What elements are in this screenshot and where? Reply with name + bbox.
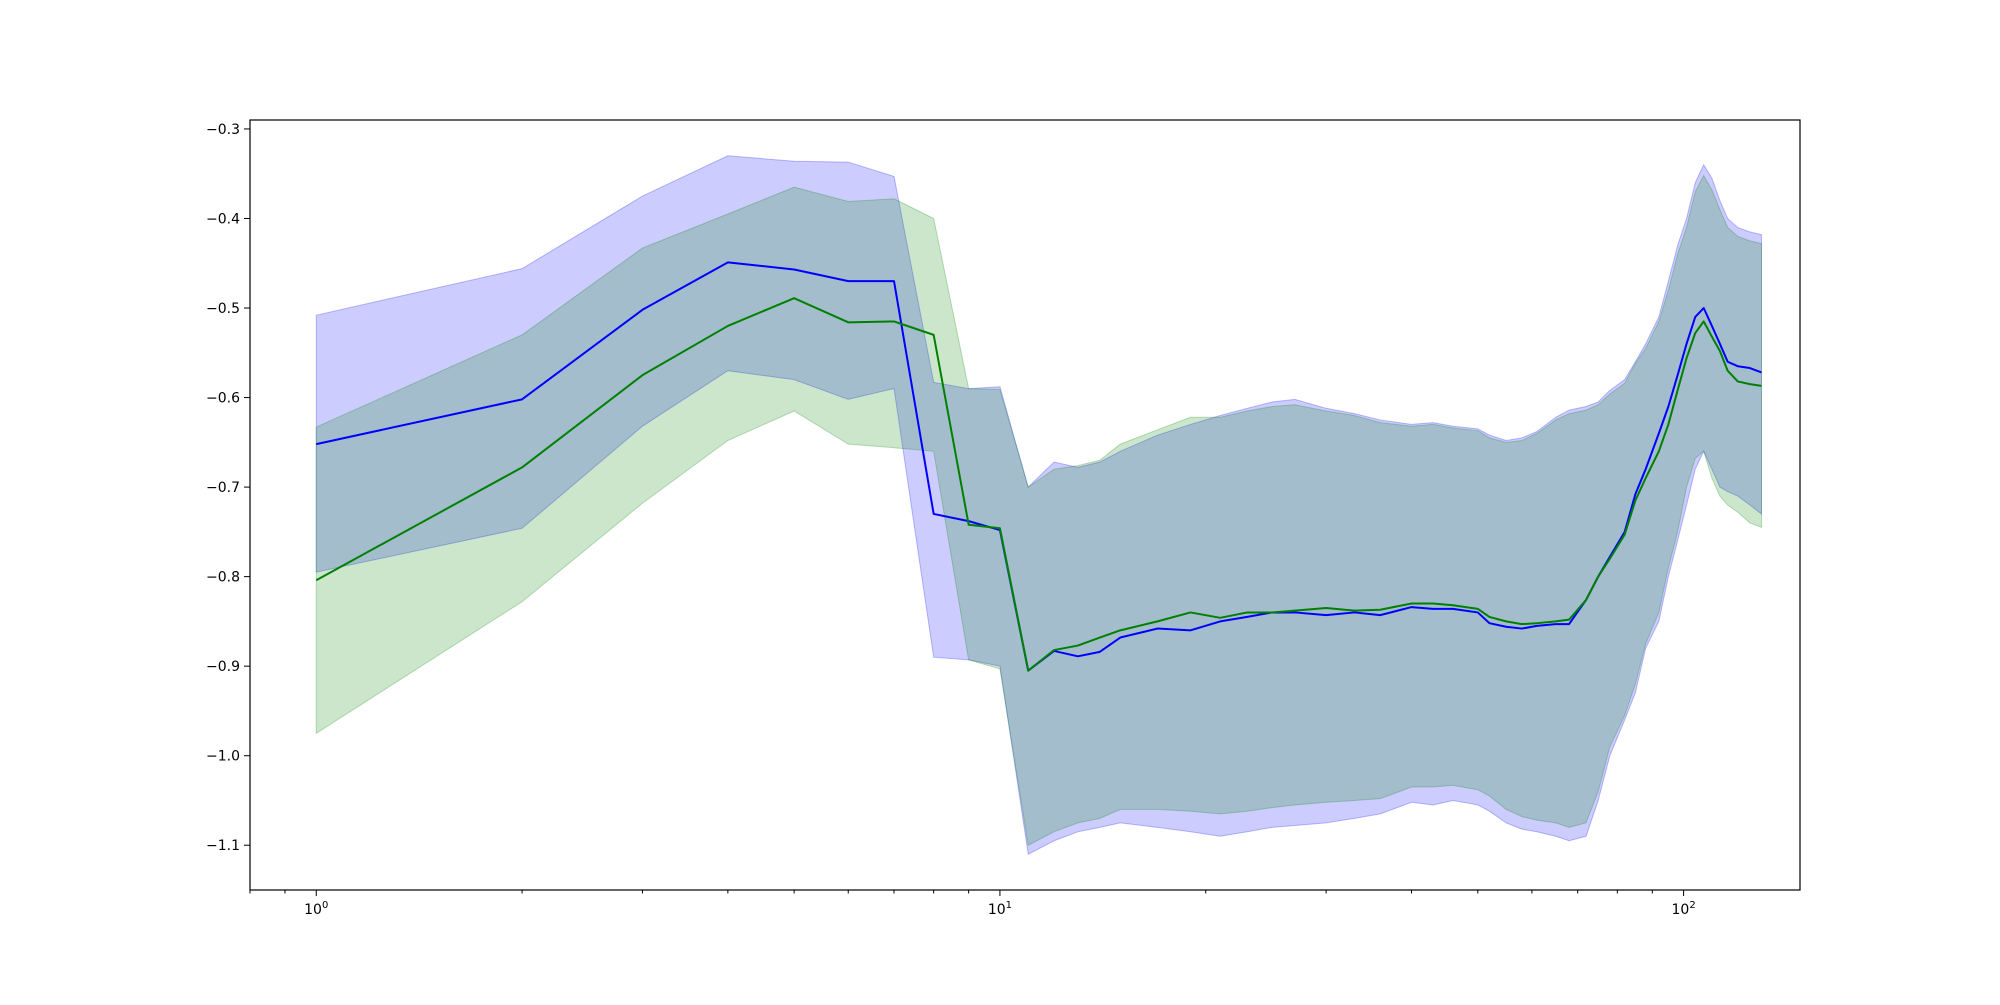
plot-frame [249,119,1801,891]
confidence-band-1 [315,155,1762,855]
y-tick-label: −0.8 [206,570,240,586]
y-tick-label: −0.7 [206,480,240,496]
y-tick-label: −1.0 [206,749,240,765]
x-tick-label: 100 [304,900,328,918]
confidence-band-2 [315,174,1762,846]
y-tick-label: −0.5 [206,301,240,317]
y-tick-label: −0.4 [206,211,240,227]
y-tick-label: −0.3 [206,122,240,138]
y-axis: −0.3 −0.4 −0.5 −0.6 −0.7 −0.8 −0.9 −1.0 −1.1 [206,122,250,854]
confidence-bands [315,155,1762,855]
y-tick-label: −1.1 [206,838,240,854]
x-tick-label: 101 [988,900,1012,918]
y-tick-label: −0.9 [206,659,240,675]
y-tick-label: −0.6 [206,391,240,407]
series-line-2 [315,297,1762,672]
x-tick-label: 102 [1671,900,1695,918]
series-lines [315,261,1762,672]
x-axis: 100 101 102 [249,890,1696,918]
